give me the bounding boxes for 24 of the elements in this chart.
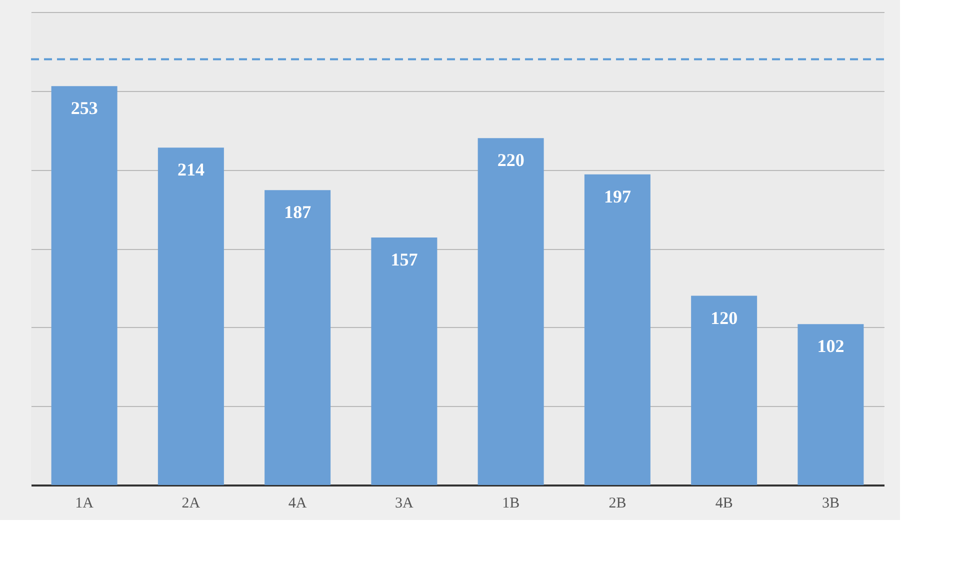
data-label: 214 [177, 160, 204, 180]
bar [371, 237, 438, 485]
bar [691, 296, 758, 485]
x-tick-label: 3A [395, 496, 414, 512]
data-label: 120 [710, 308, 738, 328]
x-tick-label: 1B [502, 496, 520, 512]
x-tick-label: 4A [288, 496, 307, 512]
data-label: 197 [604, 186, 631, 206]
data-label: 157 [390, 249, 418, 270]
bar [584, 174, 650, 485]
data-label: 102 [817, 336, 844, 356]
data-label: 220 [497, 150, 524, 170]
x-tick-label: 2A [182, 496, 200, 512]
x-tick-label: 4B [715, 496, 733, 512]
x-tick-label: 3B [822, 496, 840, 512]
data-label: 187 [284, 202, 312, 222]
bar [264, 190, 331, 485]
data-label: 253 [70, 98, 98, 118]
bar [798, 324, 864, 485]
x-tick-label: 1A [75, 496, 94, 512]
bar [158, 148, 224, 485]
bar [51, 86, 118, 485]
x-tick-label: 2B [608, 496, 626, 512]
bar [478, 138, 544, 485]
